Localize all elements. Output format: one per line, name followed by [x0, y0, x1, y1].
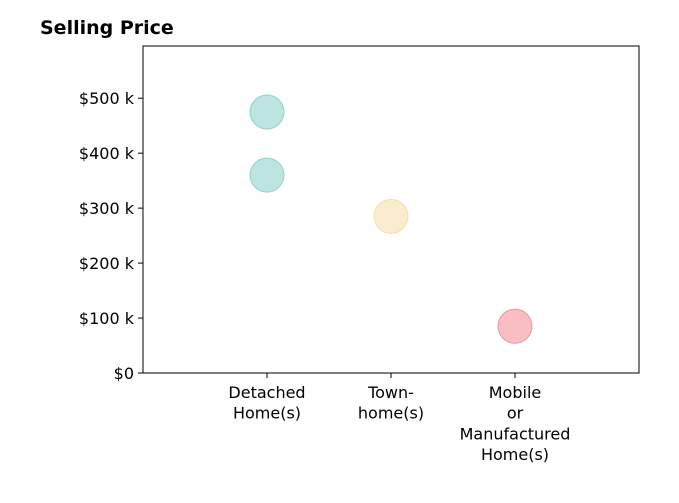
x-tick-label: home(s) — [358, 404, 424, 423]
x-tick-label: Detached — [228, 383, 305, 402]
x-tick-label: Home(s) — [233, 404, 301, 423]
y-tick-label: $200 k — [79, 254, 135, 273]
x-tick-label: Home(s) — [481, 445, 549, 464]
chart-title: Selling Price — [40, 17, 174, 39]
data-point — [497, 308, 533, 344]
data-point — [249, 94, 285, 130]
y-tick-label: $100 k — [79, 309, 135, 328]
data-point — [249, 157, 285, 193]
x-tick-label: or — [507, 404, 524, 423]
x-tick-label: Town- — [367, 383, 414, 402]
y-tick-label: $300 k — [79, 199, 135, 218]
y-axis: $0 $100 k $200 k $300 k $400 k $500 k — [79, 89, 143, 383]
data-point — [373, 198, 409, 234]
data-points — [249, 94, 533, 344]
y-tick-label: $400 k — [79, 144, 135, 163]
y-tick-label: $500 k — [79, 89, 135, 108]
x-tick-label: Mobile — [489, 383, 541, 402]
x-axis: Detached Home(s) Town-home(s) Mobile orManuf… — [228, 373, 570, 464]
x-tick-label: Manufactured — [460, 424, 571, 443]
y-tick-label: $0 — [114, 364, 134, 383]
